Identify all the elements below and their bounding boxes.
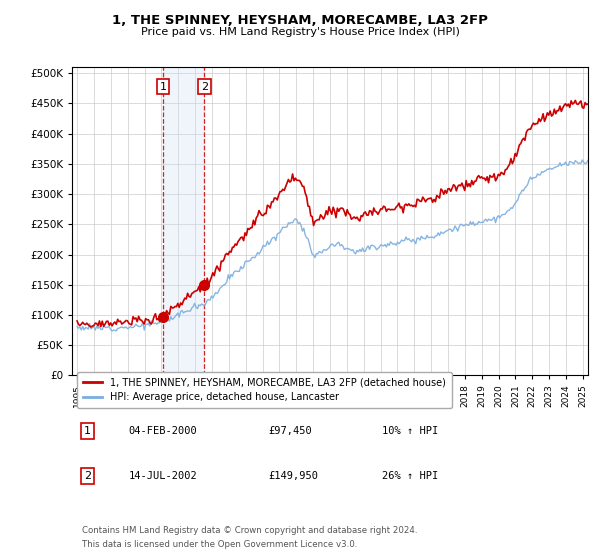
Legend: 1, THE SPINNEY, HEYSHAM, MORECAMBE, LA3 2FP (detached house), HPI: Average price: 1, THE SPINNEY, HEYSHAM, MORECAMBE, LA3 … xyxy=(77,372,452,408)
Text: 04-FEB-2000: 04-FEB-2000 xyxy=(129,426,197,436)
Text: 26% ↑ HPI: 26% ↑ HPI xyxy=(382,471,438,481)
Bar xyxy=(163,67,204,375)
Text: 1, THE SPINNEY, HEYSHAM, MORECAMBE, LA3 2FP: 1, THE SPINNEY, HEYSHAM, MORECAMBE, LA3 … xyxy=(112,14,488,27)
Text: 2: 2 xyxy=(84,471,91,481)
Text: 14-JUL-2002: 14-JUL-2002 xyxy=(129,471,197,481)
Text: This data is licensed under the Open Government Licence v3.0.: This data is licensed under the Open Gov… xyxy=(82,540,358,549)
Text: 10% ↑ HPI: 10% ↑ HPI xyxy=(382,426,438,436)
Text: £149,950: £149,950 xyxy=(268,471,318,481)
Text: Contains HM Land Registry data © Crown copyright and database right 2024.: Contains HM Land Registry data © Crown c… xyxy=(82,526,418,535)
Text: £97,450: £97,450 xyxy=(268,426,312,436)
Text: 2: 2 xyxy=(200,82,208,91)
Text: Price paid vs. HM Land Registry's House Price Index (HPI): Price paid vs. HM Land Registry's House … xyxy=(140,27,460,37)
Text: 1: 1 xyxy=(160,82,166,91)
Text: 1: 1 xyxy=(84,426,91,436)
